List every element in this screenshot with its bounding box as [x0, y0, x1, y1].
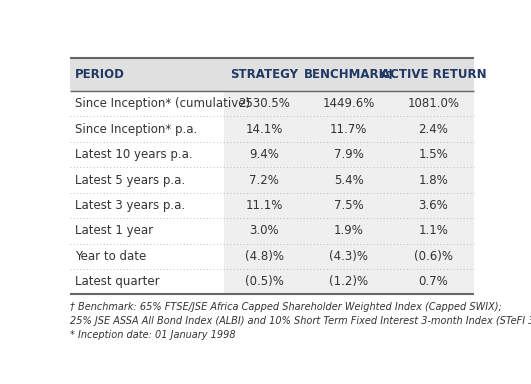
Text: 11.1%: 11.1% — [245, 199, 283, 212]
Text: 2.4%: 2.4% — [418, 122, 448, 136]
Text: STRATEGY: STRATEGY — [230, 68, 298, 81]
Text: 2530.5%: 2530.5% — [238, 97, 290, 110]
Text: (0.6)%: (0.6)% — [414, 250, 453, 263]
Text: * Inception date: 01 January 1998: * Inception date: 01 January 1998 — [71, 330, 236, 340]
Text: Latest 5 years p.a.: Latest 5 years p.a. — [74, 174, 185, 187]
Text: (0.5)%: (0.5)% — [245, 275, 284, 288]
Text: 11.7%: 11.7% — [330, 122, 367, 136]
Text: 0.7%: 0.7% — [418, 275, 448, 288]
Text: 3.0%: 3.0% — [249, 224, 279, 237]
Text: Since Inception* p.a.: Since Inception* p.a. — [74, 122, 197, 136]
Text: ACTIVE RETURN: ACTIVE RETURN — [381, 68, 486, 81]
Text: 1081.0%: 1081.0% — [407, 97, 459, 110]
Text: BENCHMARK†: BENCHMARK† — [303, 68, 394, 81]
Text: (4.3)%: (4.3)% — [329, 250, 369, 263]
Text: 7.9%: 7.9% — [334, 148, 364, 161]
Text: Since Inception* (cumulative): Since Inception* (cumulative) — [74, 97, 250, 110]
Text: 7.5%: 7.5% — [334, 199, 364, 212]
Bar — [393, 58, 474, 295]
Text: (1.2)%: (1.2)% — [329, 275, 369, 288]
Text: Latest 3 years p.a.: Latest 3 years p.a. — [74, 199, 185, 212]
Text: 25% JSE ASSA All Bond Index (ALBI) and 10% Short Term Fixed Interest 3-month Ind: 25% JSE ASSA All Bond Index (ALBI) and 1… — [71, 316, 531, 326]
Text: 5.4%: 5.4% — [334, 174, 364, 187]
Text: 3.6%: 3.6% — [418, 199, 448, 212]
Text: 9.4%: 9.4% — [249, 148, 279, 161]
Text: Year to date: Year to date — [74, 250, 146, 263]
Text: Latest 10 years p.a.: Latest 10 years p.a. — [74, 148, 192, 161]
Text: 7.2%: 7.2% — [249, 174, 279, 187]
Text: Latest 1 year: Latest 1 year — [74, 224, 153, 237]
Bar — [304, 58, 393, 295]
Text: Latest quarter: Latest quarter — [74, 275, 159, 288]
Text: (4.8)%: (4.8)% — [245, 250, 284, 263]
Text: 1.8%: 1.8% — [418, 174, 448, 187]
Text: 14.1%: 14.1% — [245, 122, 283, 136]
Bar — [71, 58, 474, 91]
Text: 1449.6%: 1449.6% — [322, 97, 375, 110]
Bar — [224, 58, 304, 295]
Text: 1.5%: 1.5% — [418, 148, 448, 161]
Text: PERIOD: PERIOD — [74, 68, 124, 81]
Text: 1.1%: 1.1% — [418, 224, 448, 237]
Text: 1.9%: 1.9% — [334, 224, 364, 237]
Text: † Benchmark: 65% FTSE/JSE Africa Capped Shareholder Weighted Index (Capped SWIX): † Benchmark: 65% FTSE/JSE Africa Capped … — [71, 302, 502, 312]
